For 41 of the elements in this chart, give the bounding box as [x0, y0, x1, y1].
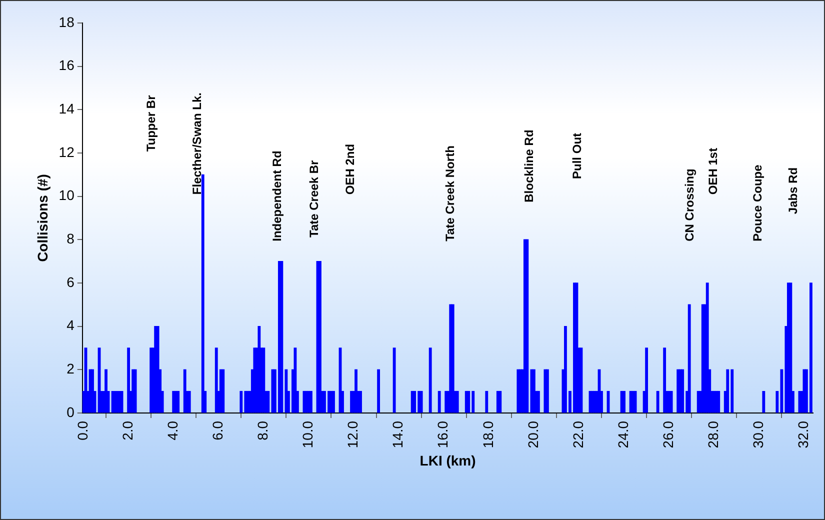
x-tick-label: 20.0 — [524, 420, 541, 448]
x-tick-label: 16.0 — [434, 420, 451, 448]
y-tick-label: 0 — [66, 404, 75, 420]
y-tick-label: 8 — [66, 230, 75, 246]
x-tick-label: 30.0 — [750, 420, 766, 448]
x-tick-label: 22.0 — [570, 420, 586, 448]
annotation: Jabs Rd — [786, 167, 800, 214]
annotation: Tate Creek North — [443, 146, 458, 242]
x-tick-label: 4.0 — [164, 420, 180, 440]
x-tick-label: 28.0 — [704, 420, 721, 448]
y-tick-label: 6 — [66, 274, 75, 290]
x-tick-label: 24.0 — [614, 420, 631, 448]
annotation: Flecther/Swan Lk. — [190, 92, 204, 195]
annotation: Blockline Rd — [522, 130, 536, 202]
y-axis-title: Collisions (#) — [34, 174, 50, 262]
x-axis-title: LKI (km) — [420, 452, 476, 468]
y-tick-label: 10 — [58, 187, 75, 204]
y-tick-label: 18 — [58, 14, 75, 30]
x-tick-label: 12.0 — [344, 420, 361, 448]
annotation: OEH 2nd — [342, 144, 357, 195]
x-tick-label: 10.0 — [300, 420, 316, 448]
annotation: Pull Out — [570, 132, 584, 179]
y-tick-label: 14 — [58, 100, 75, 117]
annotation: Tate Creek Br — [307, 160, 322, 238]
x-tick-label: 2.0 — [119, 420, 136, 440]
x-tick-label: 14.0 — [390, 420, 406, 448]
y-tick-label: 4 — [66, 317, 75, 334]
annotation: CN Crossing — [682, 168, 697, 242]
annotation: Tupper Br — [144, 94, 158, 152]
x-tick-label: 0.0 — [74, 420, 90, 440]
y-tick-label: 16 — [58, 57, 75, 74]
y-tick-label: 12 — [58, 144, 75, 160]
x-tick-label: 18.0 — [480, 420, 496, 448]
annotation: OEH 1st — [706, 148, 720, 195]
x-tick-label: 8.0 — [254, 420, 271, 440]
annotation: Pouce Coupe — [750, 164, 765, 242]
x-tick-label: 26.0 — [660, 420, 676, 448]
y-tick-label: 2 — [66, 360, 75, 376]
annotation: Independent Rd — [270, 150, 284, 242]
x-tick-label: 32.0 — [795, 420, 812, 448]
x-tick-label: 6.0 — [209, 420, 226, 440]
